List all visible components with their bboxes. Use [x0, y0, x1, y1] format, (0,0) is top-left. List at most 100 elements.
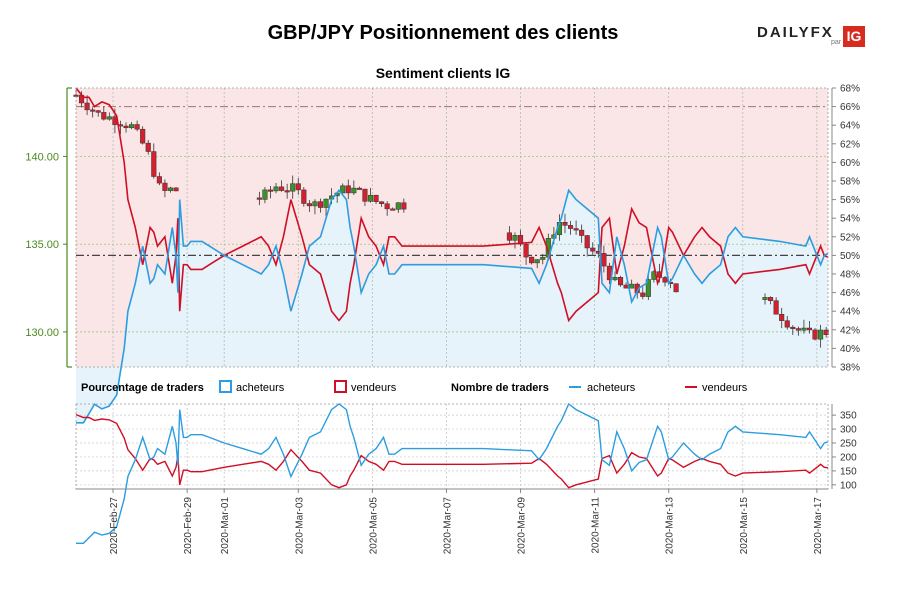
- x-tick-label: 2020-Mar-09: [517, 497, 528, 555]
- pct-tick-label: 50%: [840, 251, 860, 262]
- candle-body: [801, 327, 807, 331]
- x-tick-label: 2020-Mar-15: [739, 497, 750, 555]
- candle-body: [151, 151, 157, 177]
- candle-body: [768, 297, 774, 301]
- logo-brand: DAILYFX: [757, 24, 834, 41]
- candle-body: [317, 201, 324, 208]
- candle-body: [95, 110, 101, 113]
- x-tick-label: 2020-Mar-11: [591, 497, 602, 554]
- x-tick-label: 2020-Mar-05: [368, 497, 379, 555]
- pct-tick-label: 66%: [840, 102, 860, 113]
- candle-body: [262, 189, 268, 200]
- candle-body: [106, 116, 112, 120]
- candle-body: [290, 183, 296, 192]
- logo-par: par: [831, 39, 842, 46]
- candle-body: [823, 329, 829, 335]
- candle-body: [379, 201, 385, 204]
- pct-tick-label: 48%: [840, 270, 860, 281]
- candle-body: [601, 253, 607, 267]
- count-tick-label: 100: [840, 480, 857, 491]
- x-tick-label: 2020-Mar-07: [442, 497, 453, 555]
- chart-title: GBP/JPY Positionnement des clients: [267, 22, 619, 44]
- candle-body: [173, 187, 179, 192]
- acheteurs-pct-line: [76, 188, 829, 424]
- x-tick-label: 2020-Feb-27: [109, 497, 120, 555]
- x-tick-label: 2020-Mar-03: [294, 497, 305, 555]
- candle-body: [540, 256, 546, 260]
- candle-body: [273, 186, 279, 192]
- legend-vendeurs-box: [334, 380, 347, 393]
- pct-tick-label: 54%: [840, 214, 860, 225]
- chart-subtitle: Sentiment clients IG: [375, 65, 511, 81]
- pct-tick-label: 40%: [840, 344, 860, 355]
- pct-tick-label: 68%: [840, 84, 860, 95]
- count-tick-label: 200: [840, 452, 857, 463]
- pct-tick-label: 42%: [840, 325, 860, 336]
- candle-body: [818, 329, 824, 340]
- price-tick-label: 130.00: [25, 327, 59, 339]
- candle-body: [573, 228, 579, 231]
- candle-body: [162, 182, 168, 191]
- legend-vendeurs-count-label: vendeurs: [702, 382, 748, 394]
- candle-body: [101, 112, 107, 120]
- candle-body: [534, 259, 540, 264]
- candle-body: [618, 277, 624, 286]
- candle-body: [145, 142, 151, 152]
- pct-tick-label: 62%: [840, 139, 860, 150]
- pct-tick-label: 52%: [840, 232, 860, 243]
- legend-acheteurs-label: acheteurs: [236, 382, 285, 394]
- logo-ig: IG: [843, 26, 865, 47]
- candle-body: [762, 297, 768, 300]
- candle-body: [256, 197, 262, 200]
- price-candles: [73, 90, 829, 348]
- candle-body: [356, 187, 362, 190]
- candle-body: [90, 109, 96, 112]
- candle-body: [523, 243, 529, 258]
- candle-body: [645, 279, 651, 297]
- candle-body: [773, 300, 779, 315]
- legend-vendeurs-label: vendeurs: [351, 382, 397, 394]
- candle-body: [373, 194, 379, 202]
- price-tick-label: 135.00: [25, 239, 59, 251]
- vendeurs-count-line: [75, 413, 829, 489]
- candle-body: [401, 202, 407, 210]
- acheteurs-count-line: [76, 402, 829, 544]
- pct-tick-label: 44%: [840, 307, 860, 318]
- dailyfx-logo: DAILYFX par IG: [757, 24, 869, 50]
- candle-body: [140, 128, 146, 144]
- candle-body: [362, 188, 368, 202]
- candle-body: [84, 102, 90, 111]
- x-tick-label: 2020-Mar-17: [813, 497, 824, 555]
- candle-body: [395, 202, 401, 210]
- pct-tick-label: 38%: [840, 363, 860, 374]
- candle-body: [673, 283, 679, 293]
- candle-body: [567, 225, 574, 229]
- legend-acheteurs-box: [219, 380, 232, 393]
- count-tick-label: 300: [840, 425, 857, 436]
- candle-body: [279, 186, 285, 191]
- x-tick-label: 2020-Feb-29: [183, 497, 194, 555]
- legend-count-title: Nombre de traders: [451, 382, 549, 394]
- candle-body: [351, 187, 357, 194]
- candle-body: [590, 247, 596, 252]
- pct-tick-label: 60%: [840, 158, 860, 169]
- candle-body: [384, 203, 390, 210]
- x-tick-label: 2020-Mar-01: [220, 497, 231, 555]
- legend-acheteurs-count-label: acheteurs: [587, 382, 636, 394]
- candle-body: [323, 198, 329, 208]
- candle-body: [129, 124, 135, 129]
- candle-body: [295, 183, 301, 191]
- x-tick-label: 2020-Mar-13: [665, 497, 676, 555]
- candle-body: [790, 326, 796, 329]
- pct-tick-label: 58%: [840, 177, 860, 188]
- candle-body: [167, 187, 174, 191]
- candle-body: [312, 201, 318, 207]
- candle-body: [640, 292, 646, 297]
- candle-body: [284, 190, 290, 193]
- acheteurs-area: [76, 190, 828, 423]
- legend: Pourcentage de traders acheteurs vendeurs N…: [81, 380, 748, 394]
- candle-body: [340, 185, 346, 194]
- candle-body: [806, 327, 813, 331]
- pct-tick-label: 64%: [840, 121, 860, 132]
